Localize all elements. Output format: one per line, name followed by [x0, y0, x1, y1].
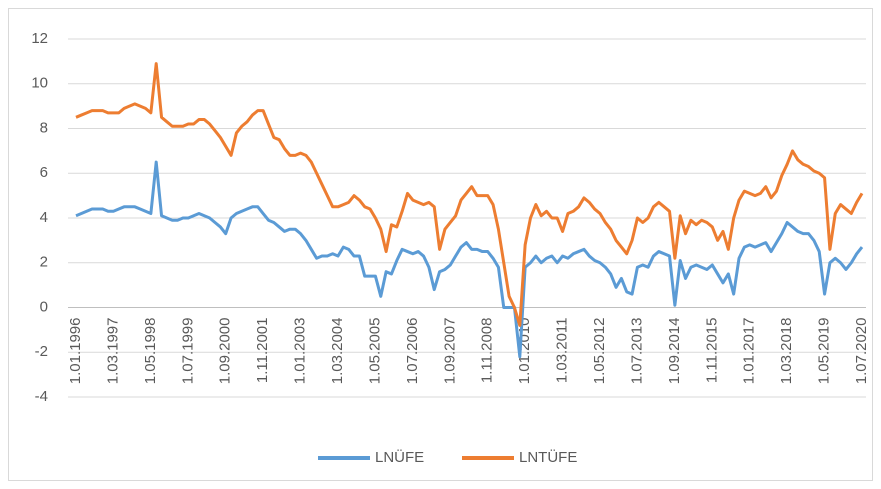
- x-tick-label: 1.01.1996: [67, 318, 84, 385]
- y-tick-label: 10: [31, 75, 48, 92]
- x-tick-label: 1.07.2013: [628, 318, 645, 385]
- x-tick-label: 1.03.2018: [778, 318, 795, 385]
- y-tick-label: 8: [40, 119, 48, 136]
- x-tick-label: 1.07.2020: [853, 318, 870, 385]
- x-tick-label: 1.11.2008: [479, 318, 496, 384]
- y-tick-label: 6: [40, 164, 48, 181]
- x-tick-label: 1.05.2019: [816, 318, 833, 385]
- x-tick-label: 1.09.2007: [441, 318, 458, 385]
- y-tick-label: -2: [35, 343, 48, 360]
- y-tick-label: 2: [40, 254, 48, 271]
- x-tick-label: 1.11.2001: [254, 318, 271, 384]
- x-tick-label: 1.03.1997: [104, 318, 121, 385]
- x-tick-label: 1.11.2015: [703, 318, 720, 384]
- x-tick-label: 1.07.2006: [404, 318, 421, 385]
- x-tick-label: 1.09.2014: [666, 318, 683, 385]
- x-tick-label: 1.05.1998: [142, 318, 159, 385]
- x-tick-label: 1.03.2011: [554, 318, 571, 384]
- y-tick-label: 0: [40, 298, 48, 315]
- x-tick-label: 1.09.2000: [217, 318, 234, 385]
- x-tick-label: 1.03.2004: [329, 318, 346, 385]
- legend-label: LNTÜFE: [519, 448, 577, 466]
- x-tick-label: 1.07.1999: [179, 318, 196, 385]
- x-tick-label: 1.05.2005: [366, 318, 383, 385]
- x-tick-label: 1.05.2012: [591, 318, 608, 385]
- x-tick-label: 1.01.2017: [741, 318, 758, 385]
- y-tick-label: 4: [40, 209, 48, 226]
- legend-label: LNÜFE: [375, 448, 424, 466]
- x-tick-label: 1.01.2003: [292, 318, 309, 385]
- y-tick-label: 12: [31, 30, 48, 47]
- series-line: [75, 160, 864, 359]
- y-tick-label: -4: [35, 388, 48, 405]
- series-line: [75, 62, 864, 327]
